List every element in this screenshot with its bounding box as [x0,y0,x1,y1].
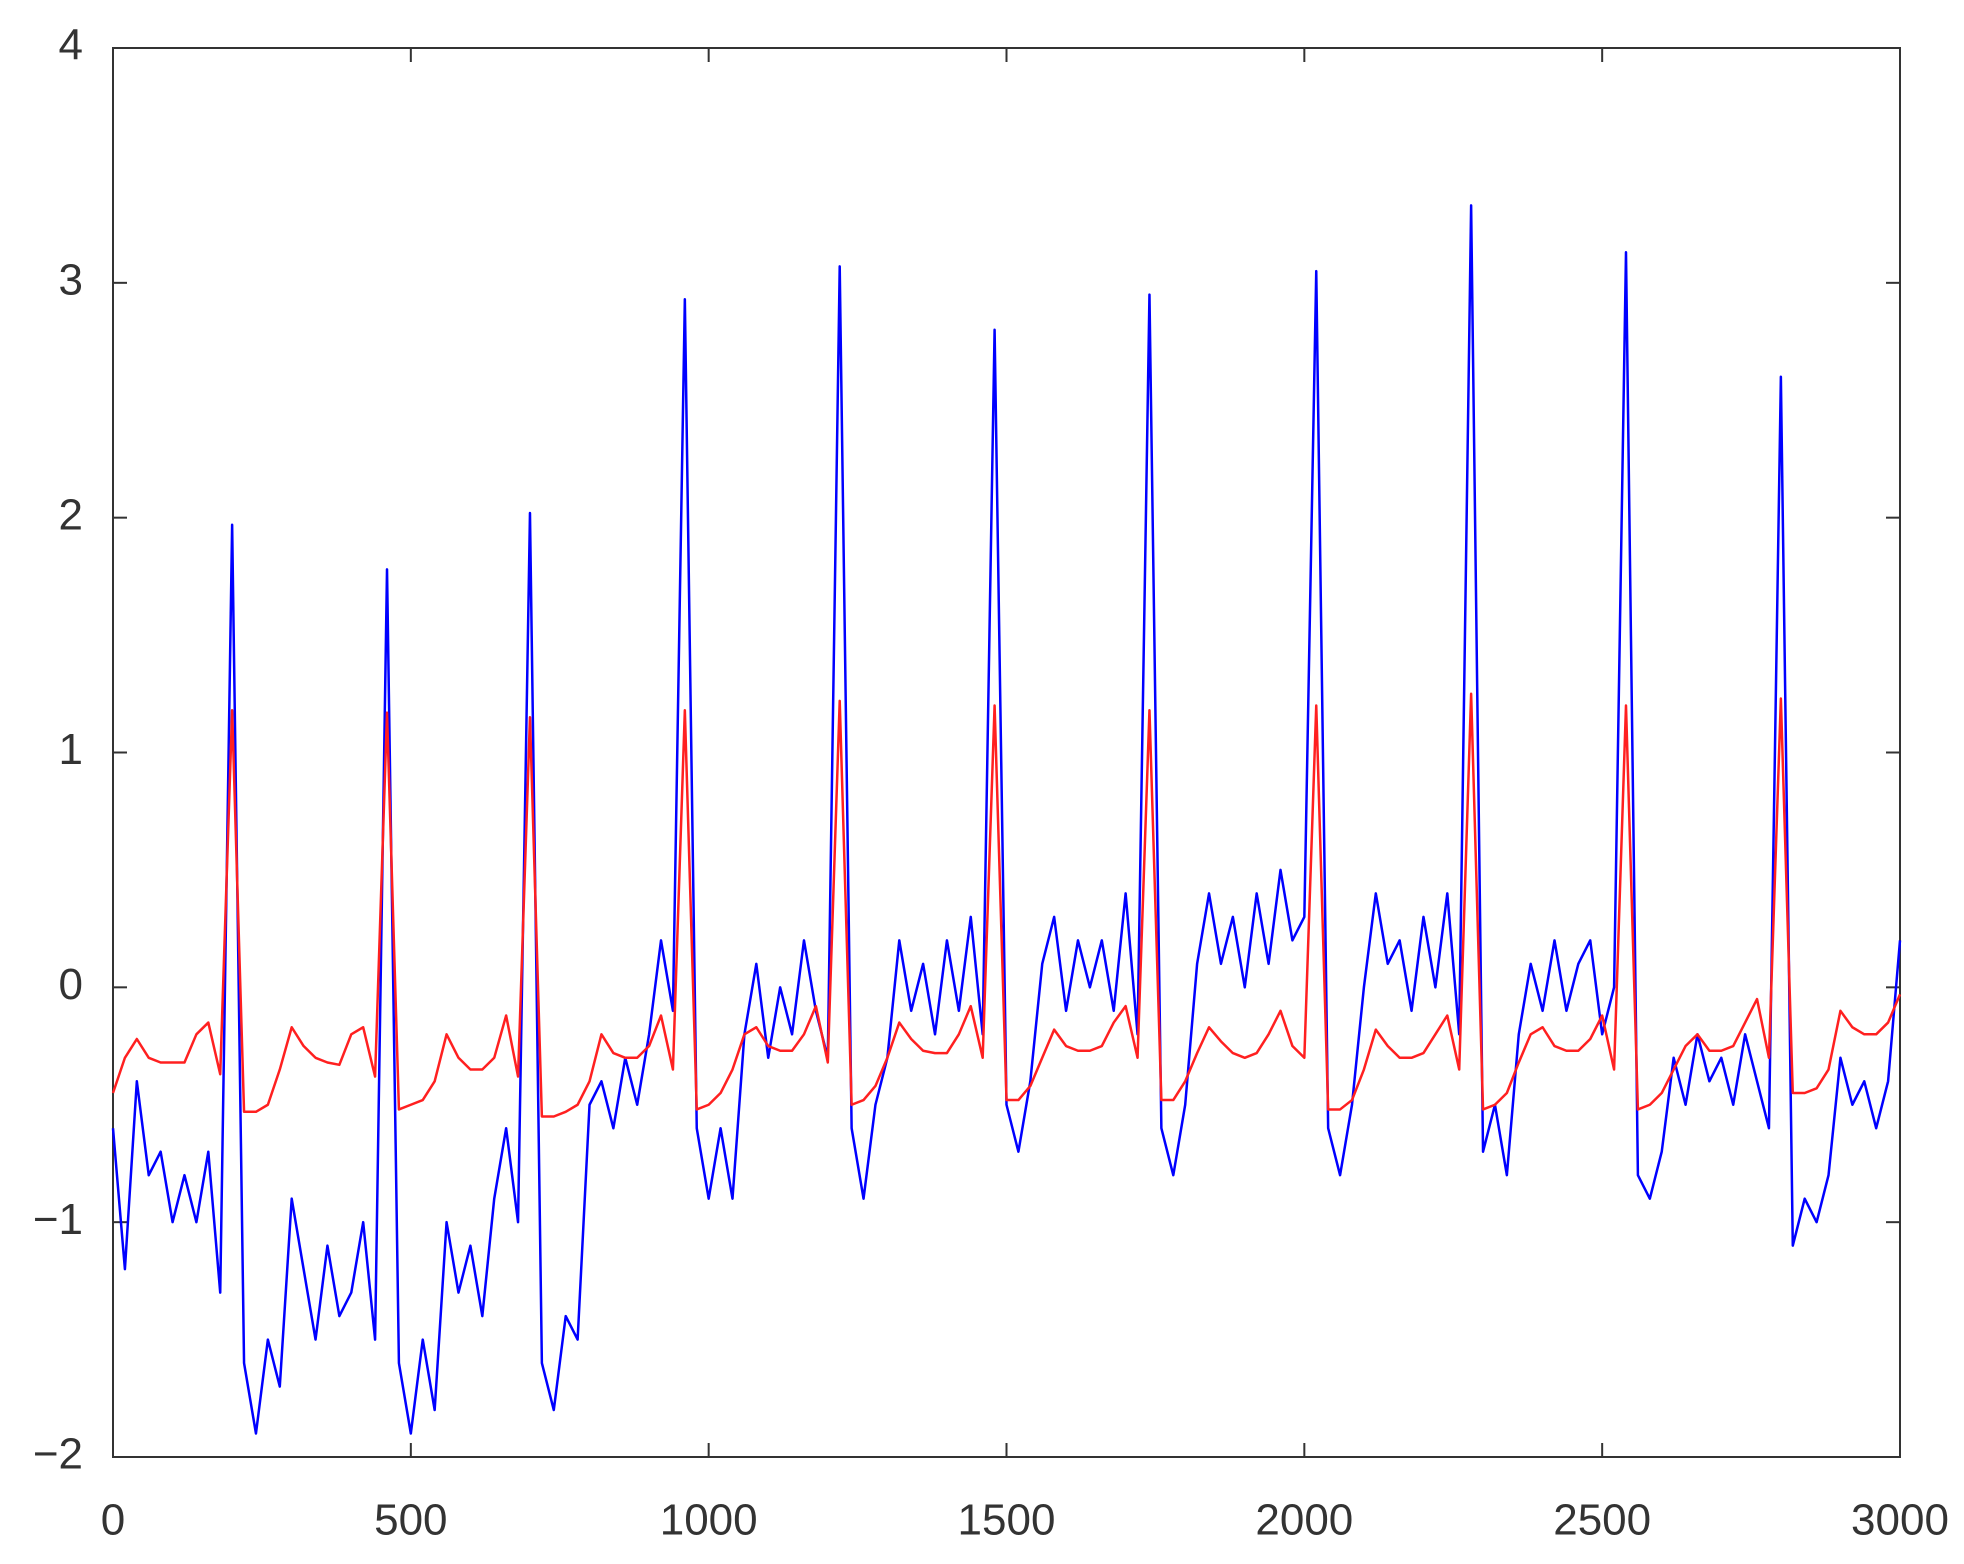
x-tick-label: 3000 [1851,1496,1949,1545]
x-tick-label: 2500 [1553,1496,1651,1545]
series-line [111,204,1902,1435]
series-line [111,692,1902,1118]
y-tick-label: −2 [33,1430,83,1479]
y-tick-label: 4 [59,21,83,70]
x-tick-label: 0 [101,1496,125,1545]
x-tick-label: 500 [374,1496,447,1545]
x-tick-label: 2000 [1255,1496,1353,1545]
y-tick-label: 3 [59,255,83,304]
x-tick-label: 1000 [660,1496,758,1545]
y-tick-label: 2 [59,490,83,539]
y-tick-label: 1 [59,725,83,774]
y-tick-label: 0 [59,960,83,1009]
x-tick-label: 1500 [958,1496,1056,1545]
y-tick-label: −1 [33,1195,83,1244]
